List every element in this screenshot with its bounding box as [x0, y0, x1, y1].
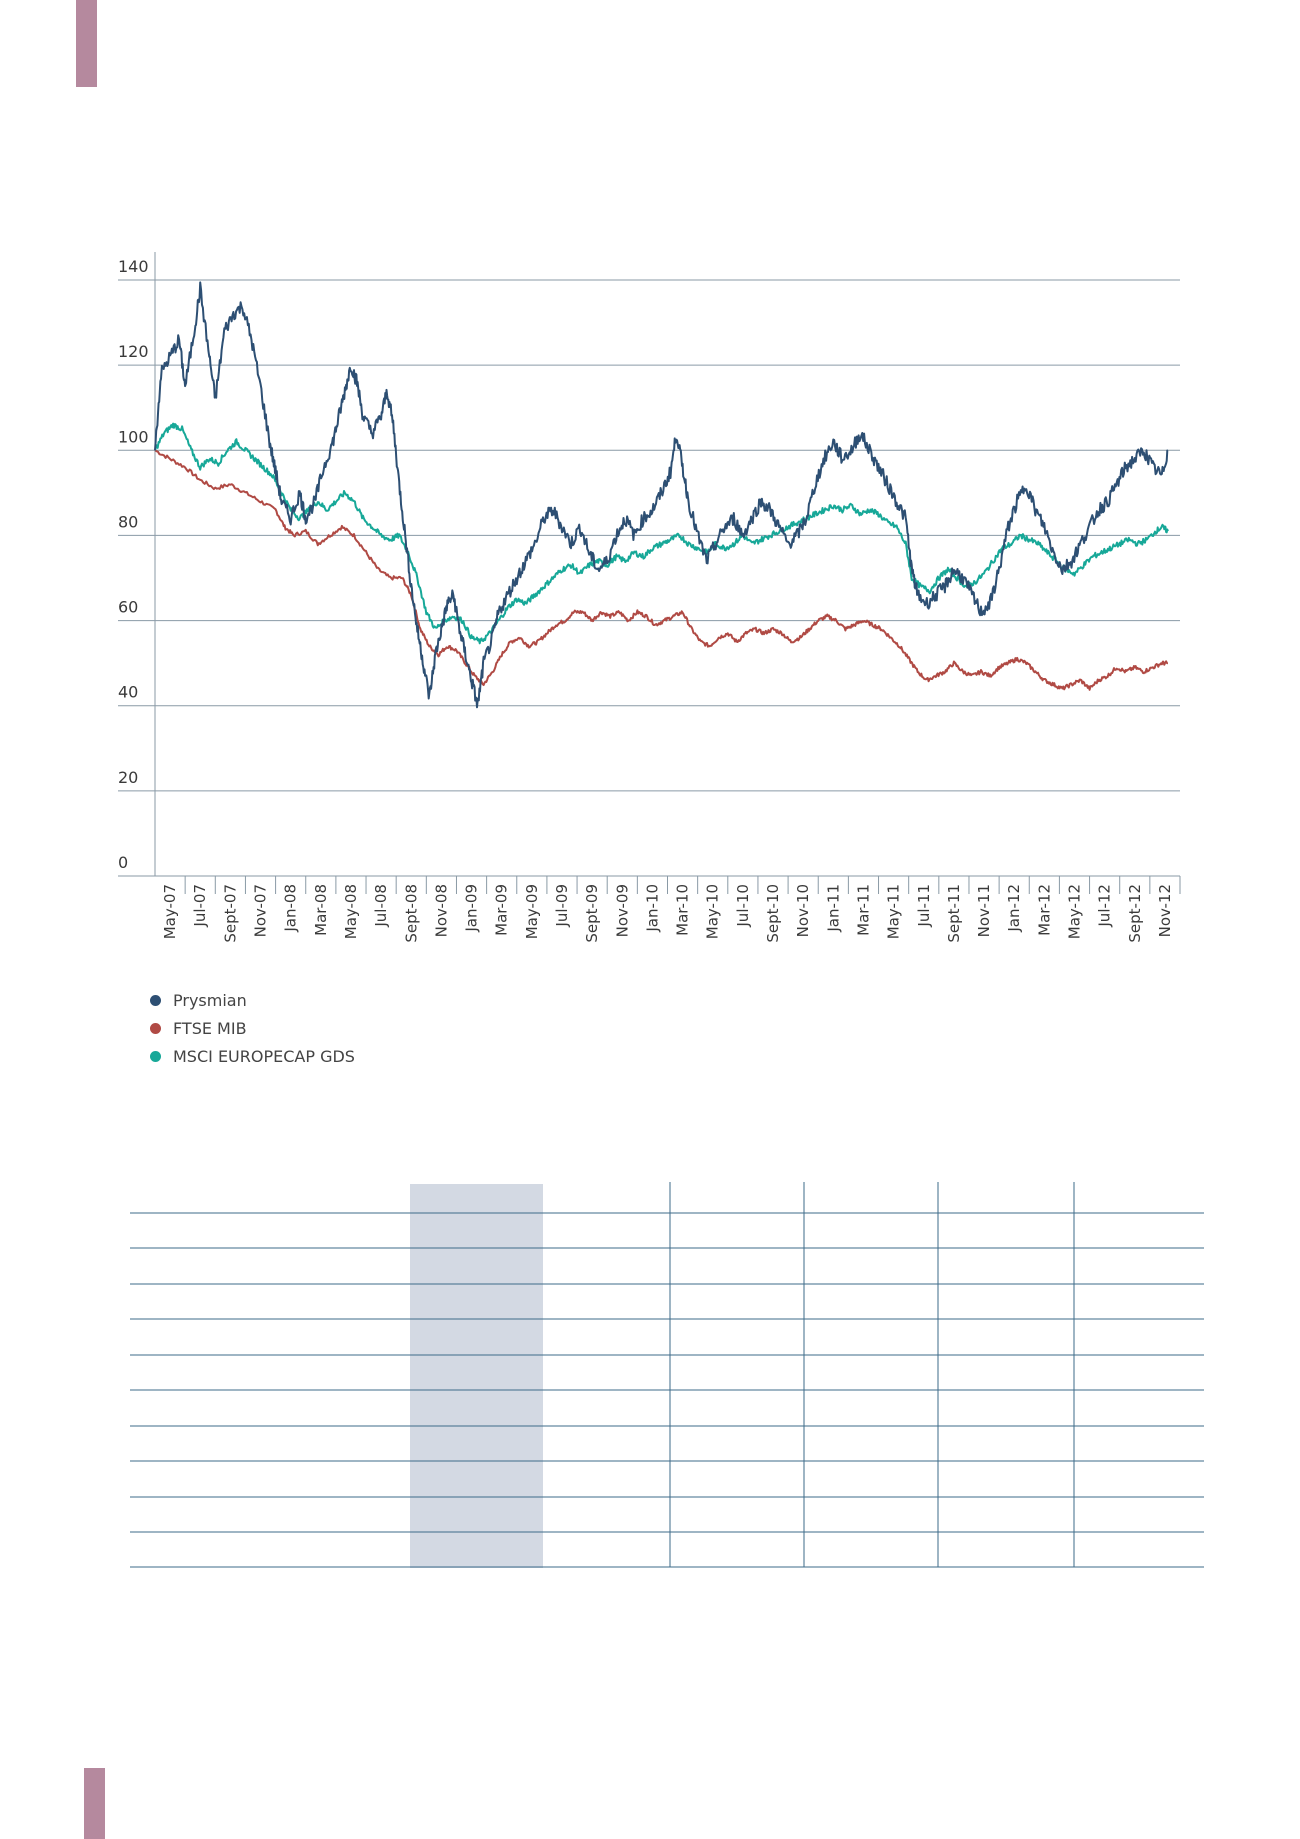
x-tick-label: Mar-08	[312, 884, 330, 936]
accent-bar-bottom	[84, 1768, 105, 1839]
legend-dot-icon	[150, 994, 161, 1006]
x-tick-label: Sept-09	[583, 884, 601, 943]
chart-series	[154, 281, 1169, 709]
x-tick-label: Jan-12	[1005, 884, 1023, 933]
y-tick-label: 60	[118, 598, 138, 617]
x-tick-label: May-07	[161, 884, 179, 939]
x-tick-label: Nov-08	[432, 884, 450, 937]
x-axis-ticks: May-07 Jul-07 Sept-07 Nov-07 Jan-08 Mar-08 May…	[161, 876, 1181, 943]
y-tick-label: 120	[118, 342, 149, 361]
table-row-lines	[130, 1212, 1204, 1568]
series-line-ftse-mib	[154, 449, 1169, 691]
x-tick-label: May-10	[704, 884, 722, 939]
x-tick-label: Nov-11	[975, 884, 993, 937]
x-tick-label: Nov-10	[794, 884, 812, 937]
y-axis-ticks: 0 20 40 60 80 100 120 140	[118, 257, 149, 872]
x-tick-label: Jan-08	[282, 884, 300, 933]
x-tick-label: Nov-12	[1156, 884, 1174, 937]
x-tick-label: May-09	[523, 884, 541, 939]
x-tick-label: Jul-08	[372, 884, 390, 928]
x-tick-label: Mar-09	[493, 884, 511, 936]
legend-label: Prysmian	[173, 990, 247, 1010]
x-tick-label: Sept-12	[1126, 884, 1144, 943]
stock-performance-chart: 0 20 40 60 80 100 120 140 May-07 Jul-07 Sept-07 No…	[118, 252, 1181, 943]
x-tick-label: Nov-09	[613, 884, 631, 937]
x-tick-label: Sept-11	[945, 884, 963, 943]
x-tick-label: Sept-07	[221, 884, 239, 943]
x-tick-label: Jan-10	[643, 884, 661, 933]
legend-item-prysmian: Prysmian	[150, 986, 355, 1014]
x-tick-label: May-11	[885, 884, 903, 939]
x-tick-label: Jul-11	[915, 884, 933, 928]
y-tick-label: 40	[118, 683, 138, 702]
x-tick-label: Jul-07	[191, 884, 209, 928]
accent-bar-top	[76, 0, 97, 87]
legend-item-msci: MSCI EUROPECAP GDS	[150, 1042, 355, 1070]
x-tick-label: May-08	[342, 884, 360, 939]
x-tick-label: Sept-08	[402, 884, 420, 943]
x-tick-label: Jan-09	[463, 884, 481, 933]
y-tick-label: 100	[118, 427, 149, 446]
y-tick-label: 20	[118, 768, 138, 787]
x-tick-label: Jul-09	[553, 884, 571, 928]
chart-gridlines	[118, 252, 1180, 877]
y-tick-label: 140	[118, 257, 149, 276]
x-tick-label: Jul-12	[1096, 884, 1114, 928]
x-tick-label: Mar-10	[674, 884, 692, 936]
table-column-lines	[669, 1182, 1075, 1567]
chart-legend: Prysmian FTSE MIB MSCI EUROPECAP GDS	[150, 986, 355, 1070]
x-tick-label: Mar-12	[1035, 884, 1053, 936]
table-highlight-column	[410, 1184, 543, 1568]
legend-item-ftse-mib: FTSE MIB	[150, 1014, 355, 1042]
x-tick-label: Sept-10	[764, 884, 782, 943]
x-tick-label: May-12	[1065, 884, 1083, 939]
x-tick-label: Nov-07	[252, 884, 270, 937]
legend-dot-icon	[150, 1050, 161, 1062]
y-tick-label: 0	[118, 853, 128, 872]
x-tick-label: Mar-11	[854, 884, 872, 936]
x-tick-label: Jul-10	[734, 884, 752, 928]
y-tick-label: 80	[118, 512, 138, 531]
series-line-prysmian	[154, 281, 1169, 709]
legend-label: MSCI EUROPECAP GDS	[173, 1046, 355, 1066]
x-tick-label: Jan-11	[824, 884, 842, 933]
legend-label: FTSE MIB	[173, 1018, 247, 1038]
legend-dot-icon	[150, 1022, 161, 1034]
